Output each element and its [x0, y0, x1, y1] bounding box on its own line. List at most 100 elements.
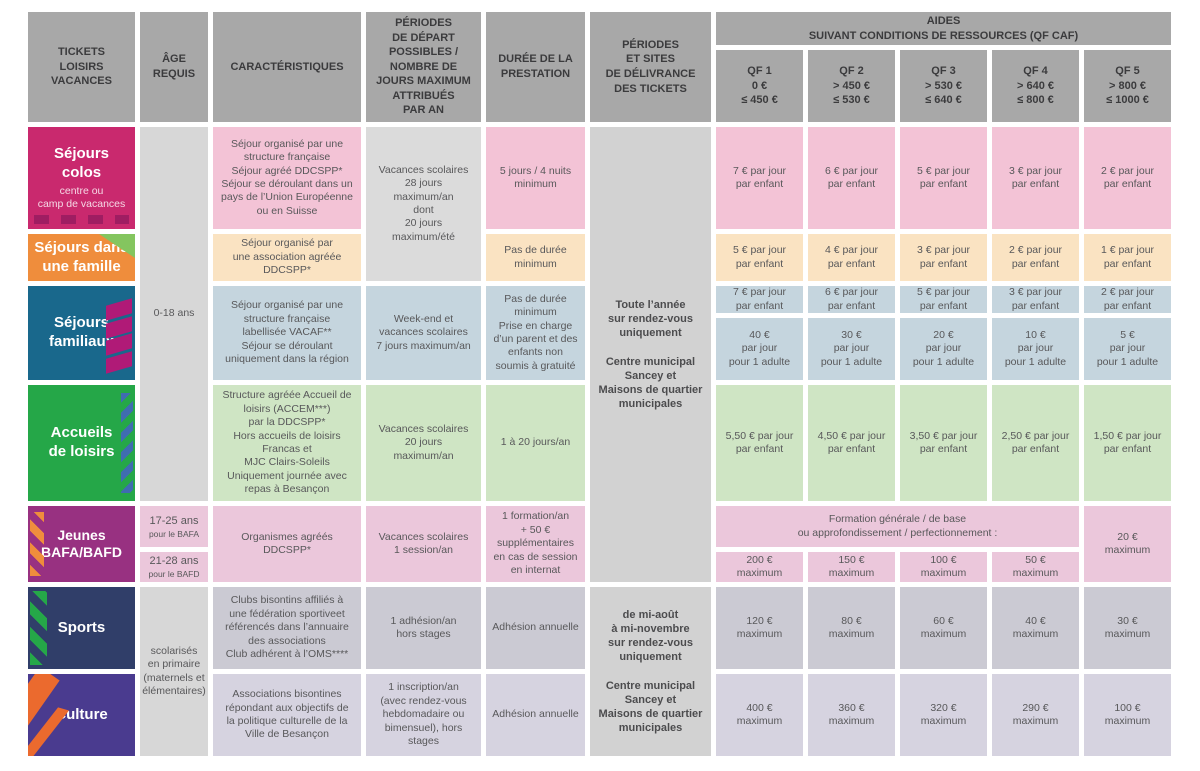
culture-aide-qf5: 100 € maximum: [1084, 674, 1171, 756]
famille-caracteristiques: Séjour organisé par une association agré…: [213, 234, 361, 281]
row-title-sejours-famille: Séjours dans une famille: [28, 234, 135, 281]
qf-header-5: QF 5 > 800 € ≤ 1000 €: [1084, 50, 1171, 122]
age-0-18: 0-18 ans: [140, 127, 208, 501]
famille-aide-qf4: 2 € par jour par enfant: [992, 234, 1079, 281]
famille-duree: Pas de durée minimum: [486, 234, 585, 281]
bafa-aide-qf3: 100 € maximum: [900, 552, 987, 582]
row-title-text: Séjours familiaux: [48, 314, 115, 350]
loisirs-duree: 1 à 20 jours/an: [486, 385, 585, 501]
sports-duree: Adhésion annuelle: [486, 587, 585, 669]
loisirs-caracteristiques: Structure agréée Accueil de loisirs (ACC…: [213, 385, 361, 501]
bafa-duree: 1 formation/an + 50 € supplémentaires en…: [486, 506, 585, 582]
culture-caracteristiques: Associations bisontines répondant aux ob…: [213, 674, 361, 756]
col-header-delivrance: PÉRIODES ET SITES DE DÉLIVRANCE DES TICK…: [590, 12, 711, 122]
colos-aide-qf2: 6 € par jour par enfant: [808, 127, 895, 229]
familiaux-aide-adulte-qf2: 30 € par jour pour 1 adulte: [808, 318, 895, 380]
colos-aide-qf1: 7 € par jour par enfant: [716, 127, 803, 229]
bafa-aide-qf1: 200 € maximum: [716, 552, 803, 582]
colos-caracteristiques: Séjour organisé par une structure frança…: [213, 127, 361, 229]
loisirs-aide-qf3: 3,50 € par jour par enfant: [900, 385, 987, 501]
familiaux-aide-enfant-qf2: 6 € par jour par enfant: [808, 286, 895, 313]
col-header-caracteristiques: CARACTÉRISTIQUES: [213, 12, 361, 122]
age-range: 17-25 ans: [149, 514, 199, 527]
qf-header-4: QF 4 > 640 € ≤ 800 €: [992, 50, 1079, 122]
aides-banner: AIDES SUIVANT CONDITIONS DE RESSOURCES (…: [716, 12, 1171, 45]
qf-header-2: QF 2 > 450 € ≤ 530 €: [808, 50, 895, 122]
sports-caracteristiques: Clubs bisontins affiliés à une fédératio…: [213, 587, 361, 669]
colos-aide-qf3: 5 € par jour par enfant: [900, 127, 987, 229]
bafa-caracteristiques: Organismes agréés DDCSPP*: [213, 506, 361, 582]
row-title-text: Séjours dans une famille: [34, 238, 129, 275]
qf-header-3: QF 3 > 530 € ≤ 640 €: [900, 50, 987, 122]
diagonal-stripes-deco: [30, 512, 44, 576]
row-title-text: Jeunes BAFA/BAFD: [41, 526, 122, 561]
row-title-text: Séjours colos: [53, 145, 110, 181]
culture-periodes: 1 inscription/an (avec rendez-vous hebdo…: [366, 674, 481, 756]
row-subtitle-text: centre ou camp de vacances: [37, 184, 126, 210]
age-bafa: 17-25 ans pour le BAFA: [140, 506, 208, 547]
bafa-aide-qf2: 150 € maximum: [808, 552, 895, 582]
sports-aide-qf2: 80 € maximum: [808, 587, 895, 669]
colos-aide-qf4: 3 € par jour par enfant: [992, 127, 1079, 229]
tickets-loisirs-table: TICKETS LOISIRS VACANCES ÂGE REQUIS CARA…: [28, 12, 1171, 756]
row-title-sejours-colos: Séjours colos centre ou camp de vacances: [28, 127, 135, 229]
row-title-text: Sports: [57, 618, 106, 636]
colos-aide-qf5: 2 € par jour par enfant: [1084, 127, 1171, 229]
familiaux-aide-adulte-qf4: 10 € par jour pour 1 adulte: [992, 318, 1079, 380]
culture-aide-qf1: 400 € maximum: [716, 674, 803, 756]
delivrance-toute-annee: Toute l’année sur rendez-vous uniquement…: [590, 127, 711, 582]
loisirs-periodes: Vacances scolaires 20 jours maximum/an: [366, 385, 481, 501]
culture-duree: Adhésion annuelle: [486, 674, 585, 756]
bafa-aide-qf5: 20 € maximum: [1084, 506, 1171, 582]
sports-aide-qf4: 40 € maximum: [992, 587, 1079, 669]
familiaux-periodes: Week-end et vacances scolaires 7 jours m…: [366, 286, 481, 380]
col-header-periodes-depart: PÉRIODES DE DÉPART POSSIBLES / NOMBRE DE…: [366, 12, 481, 122]
col-header-age: ÂGE REQUIS: [140, 12, 208, 122]
loisirs-aide-qf2: 4,50 € par jour par enfant: [808, 385, 895, 501]
loisirs-aide-qf5: 1,50 € par jour par enfant: [1084, 385, 1171, 501]
familiaux-aide-enfant-qf3: 5 € par jour par enfant: [900, 286, 987, 313]
familiaux-aide-enfant-qf4: 3 € par jour par enfant: [992, 286, 1079, 313]
age-note: pour le BAFD: [148, 569, 200, 580]
age-range: 21-28 ans: [149, 555, 199, 568]
age-note: pour le BAFA: [148, 528, 200, 539]
familiaux-duree: Pas de durée minimum Prise en charge d’u…: [486, 286, 585, 380]
row-title-sejours-familiaux: Séjours familiaux: [28, 286, 135, 380]
qf-header-1: QF 1 0 € ≤ 450 €: [716, 50, 803, 122]
row-title-accueils-loisirs: Accueils de loisirs: [28, 385, 135, 501]
culture-aide-qf3: 320 € maximum: [900, 674, 987, 756]
famille-aide-qf5: 1 € par jour par enfant: [1084, 234, 1171, 281]
ticket-perforation-deco: [34, 215, 129, 224]
famille-aide-qf2: 4 € par jour par enfant: [808, 234, 895, 281]
loisirs-aide-qf4: 2,50 € par jour par enfant: [992, 385, 1079, 501]
sports-periodes: 1 adhésion/an hors stages: [366, 587, 481, 669]
row-title-sports: Sports: [28, 587, 135, 669]
diagonal-stripes-deco: [121, 393, 133, 493]
loisirs-aide-qf1: 5,50 € par jour par enfant: [716, 385, 803, 501]
delivrance-mi-aout: de mi-août à mi-novembre sur rendez-vous…: [590, 587, 711, 756]
colos-famille-periodes: Vacances scolaires 28 jours maximum/an d…: [366, 127, 481, 281]
age-bafd: 21-28 ans pour le BAFD: [140, 552, 208, 582]
famille-aide-qf1: 5 € par jour par enfant: [716, 234, 803, 281]
familiaux-aide-adulte-qf3: 20 € par jour pour 1 adulte: [900, 318, 987, 380]
bafa-aides-banner: Formation générale / de base ou approfon…: [716, 506, 1079, 547]
familiaux-aide-adulte-qf1: 40 € par jour pour 1 adulte: [716, 318, 803, 380]
familiaux-aide-enfant-qf1: 7 € par jour par enfant: [716, 286, 803, 313]
row-title-culture: Culture: [28, 674, 135, 756]
culture-aide-qf4: 290 € maximum: [992, 674, 1079, 756]
famille-aide-qf3: 3 € par jour par enfant: [900, 234, 987, 281]
col-header-duree: DURÉE DE LA PRESTATION: [486, 12, 585, 122]
bafa-periodes: Vacances scolaires 1 session/an: [366, 506, 481, 582]
sports-aide-qf5: 30 € maximum: [1084, 587, 1171, 669]
diagonal-stripes-deco: [30, 591, 47, 665]
age-primaire: scolarisés en primaire (maternels et élé…: [140, 587, 208, 756]
bafa-aide-qf4: 50 € maximum: [992, 552, 1079, 582]
familiaux-aide-enfant-qf5: 2 € par jour par enfant: [1084, 286, 1171, 313]
row-title-jeunes-bafa: Jeunes BAFA/BAFD: [28, 506, 135, 582]
stacked-bars-deco: [106, 298, 132, 374]
culture-aide-qf2: 360 € maximum: [808, 674, 895, 756]
sports-aide-qf3: 60 € maximum: [900, 587, 987, 669]
sports-aide-qf1: 120 € maximum: [716, 587, 803, 669]
row-title-text: Accueils de loisirs: [48, 424, 115, 460]
familiaux-caracteristiques: Séjour organisé par une structure frança…: [213, 286, 361, 380]
